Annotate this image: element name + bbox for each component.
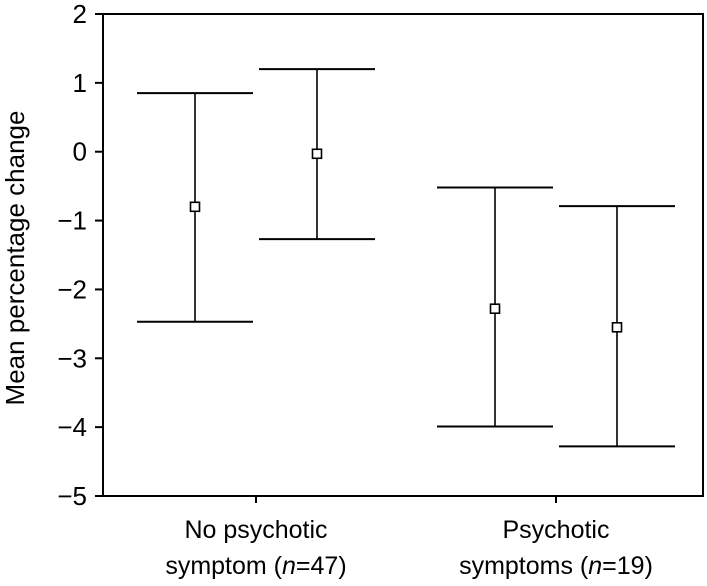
y-axis-ticks: 2 1 0 −1 −2 −3 −4 −5 [57, 0, 103, 511]
y-tick-label: 1 [73, 68, 87, 98]
y-tick-label: −1 [57, 206, 87, 236]
y-tick-label: 0 [73, 137, 87, 167]
category-label-n: n [282, 552, 296, 580]
category-label-text: symptoms ( [459, 552, 589, 580]
category-label-line2: symptom (n=47) [165, 552, 346, 580]
category-label-text: symptom ( [165, 552, 282, 580]
y-tick-label: 2 [73, 0, 87, 29]
error-bar [137, 92, 253, 323]
error-bar [259, 68, 375, 241]
mean-marker [611, 321, 623, 333]
category-label-line2: symptoms (n=19) [459, 552, 653, 580]
error-bar [437, 186, 553, 428]
y-tick-label: −4 [57, 412, 87, 442]
category-label-n: n [588, 552, 602, 580]
y-axis-title: Mean percentage change [0, 111, 30, 406]
y-tick-label: −2 [57, 274, 87, 304]
y-tick-label: −3 [57, 343, 87, 373]
error-bars [137, 68, 675, 448]
x-axis-ticks [255, 496, 557, 503]
mean-marker [489, 303, 501, 315]
y-tick-label: −5 [57, 481, 87, 511]
category-label-count: =47) [296, 552, 347, 580]
category-label-line1: No psychotic [184, 516, 327, 544]
category-label-count: =19) [602, 552, 653, 580]
mean-marker [189, 201, 201, 213]
mean-marker [311, 148, 323, 160]
error-bar [559, 205, 675, 448]
category-label-line1: Psychotic [503, 516, 610, 544]
plot-frame [102, 13, 704, 497]
